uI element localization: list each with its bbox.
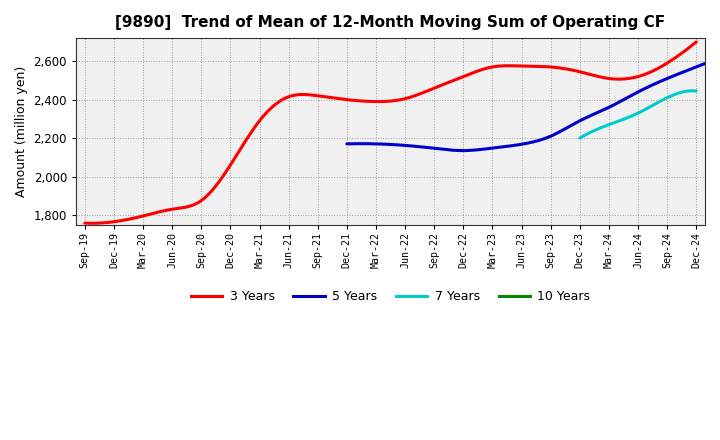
Legend: 3 Years, 5 Years, 7 Years, 10 Years: 3 Years, 5 Years, 7 Years, 10 Years bbox=[186, 285, 595, 308]
Line: 3 Years: 3 Years bbox=[85, 42, 696, 223]
7 Years bbox=[644, 105, 653, 110]
Line: 7 Years: 7 Years bbox=[580, 91, 696, 138]
5 Years bbox=[459, 148, 467, 153]
3 Years bbox=[89, 220, 97, 226]
7 Years bbox=[575, 136, 584, 141]
5 Years bbox=[585, 114, 594, 119]
Y-axis label: Amount (million yen): Amount (million yen) bbox=[15, 66, 28, 197]
3 Years bbox=[636, 73, 645, 78]
5 Years bbox=[688, 66, 696, 71]
7 Years bbox=[674, 91, 683, 96]
Line: 5 Years: 5 Years bbox=[347, 42, 720, 150]
5 Years bbox=[593, 110, 602, 115]
7 Years bbox=[692, 88, 701, 94]
7 Years bbox=[681, 89, 690, 94]
3 Years bbox=[446, 79, 455, 84]
3 Years bbox=[456, 75, 465, 80]
5 Years bbox=[587, 113, 595, 118]
7 Years bbox=[576, 135, 585, 140]
3 Years bbox=[692, 39, 701, 44]
Title: [9890]  Trend of Mean of 12-Month Moving Sum of Operating CF: [9890] Trend of Mean of 12-Month Moving … bbox=[115, 15, 665, 30]
5 Years bbox=[714, 56, 720, 61]
3 Years bbox=[83, 220, 91, 226]
3 Years bbox=[444, 80, 453, 85]
7 Years bbox=[645, 105, 654, 110]
5 Years bbox=[344, 141, 353, 147]
3 Years bbox=[81, 220, 89, 226]
7 Years bbox=[688, 88, 697, 93]
3 Years bbox=[598, 75, 606, 80]
5 Years bbox=[343, 141, 351, 147]
7 Years bbox=[647, 103, 655, 109]
